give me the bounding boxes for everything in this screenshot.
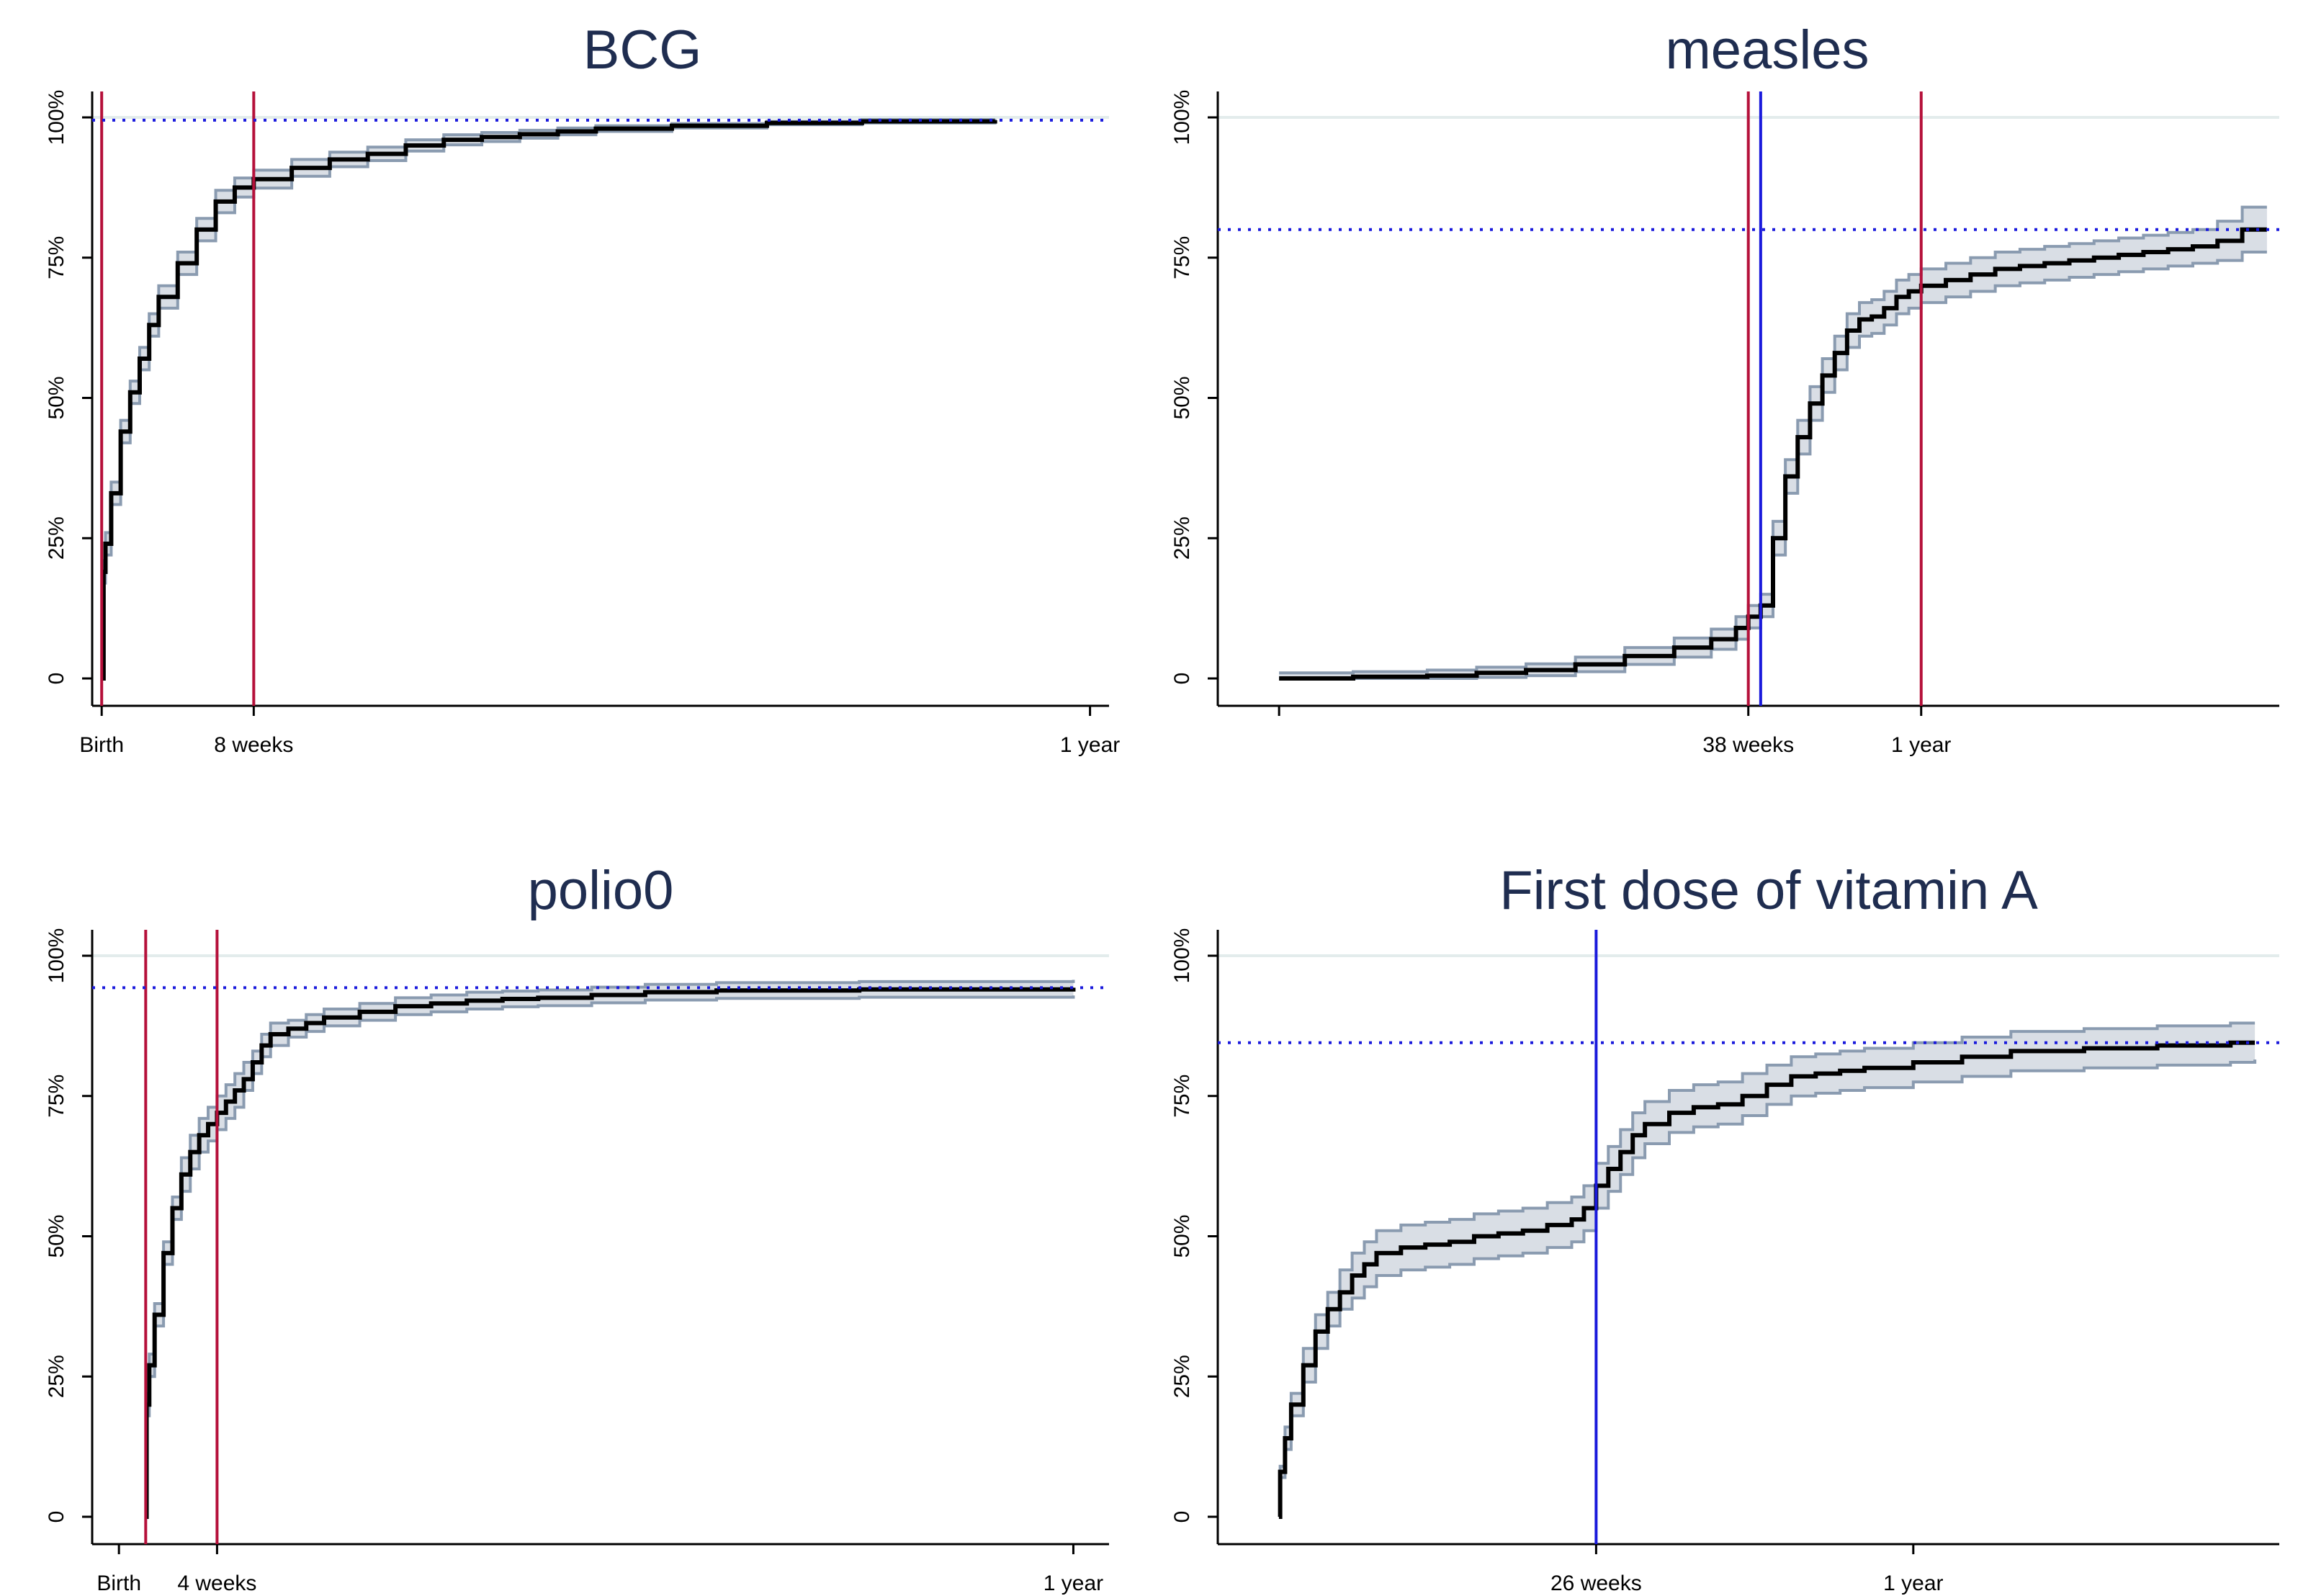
x-tick-label: 1 year: [1883, 1572, 1943, 1595]
y-tick-label: 100%: [1170, 928, 1194, 984]
coverage-line: [1279, 227, 2267, 681]
ci-lower-line: [102, 121, 997, 680]
y-tick-label: 100%: [45, 90, 68, 145]
panel-bcg: 0 25% 50% 75% 100% Birth 8 weeks 1 year BCG: [45, 19, 1120, 757]
y-tick-label: 75%: [1170, 1075, 1194, 1118]
y-tick-label: 25%: [1170, 1355, 1194, 1398]
y-tick-label: 25%: [45, 1355, 68, 1398]
y-tick-label: 25%: [1170, 516, 1194, 560]
x-tick-label: Birth: [96, 1572, 141, 1595]
panel-polio0: 0 25% 50% 75% 100% Birth 4 weeks 1 year polio0: [45, 860, 1109, 1595]
y-tick-label: 75%: [45, 236, 68, 279]
ci-lower-line: [1279, 250, 2267, 680]
coverage-line: [144, 987, 1076, 1519]
x-tick-label: 8 weeks: [214, 733, 293, 757]
ci-band: [145, 979, 1074, 1517]
x-tick-label: Birth: [79, 733, 124, 757]
x-tick-label: 38 weeks: [1702, 733, 1794, 757]
y-tick-label: 0: [1170, 1511, 1194, 1523]
y-tick-label: 0: [45, 673, 68, 685]
panel-title: polio0: [528, 860, 674, 921]
y-tick-label: 25%: [45, 516, 68, 560]
x-tick-label: 4 weeks: [177, 1572, 256, 1595]
y-tick-label: 0: [45, 1511, 68, 1523]
panel-title: measles: [1666, 19, 1870, 81]
panel-measles: 0 25% 50% 75% 100% 38 weeks 1 year measles: [1170, 19, 2279, 757]
y-tick-label: 50%: [45, 376, 68, 419]
ci-lower-line: [145, 995, 1075, 1518]
panel-title: BCG: [583, 19, 702, 81]
panel-title: First dose of vitamin A: [1499, 860, 2038, 921]
ci-upper-line: [1279, 205, 2267, 675]
ci-band: [1279, 207, 2267, 679]
y-tick-label: 50%: [1170, 1214, 1194, 1257]
panel-vitamin-a: 0 25% 50% 75% 100% 26 weeks 1 year First dose o…: [1170, 860, 2279, 1595]
y-tick-label: 75%: [1170, 236, 1194, 279]
y-tick-label: 75%: [45, 1075, 68, 1118]
ci-lower-line: [1278, 1059, 2257, 1518]
y-tick-label: 50%: [1170, 376, 1194, 419]
ci-upper-line: [145, 979, 1075, 1518]
y-tick-label: 100%: [45, 928, 68, 984]
x-tick-label: 1 year: [1043, 1572, 1103, 1595]
y-tick-label: 50%: [45, 1214, 68, 1257]
x-tick-label: 1 year: [1891, 733, 1951, 757]
x-tick-label: 26 weeks: [1550, 1572, 1642, 1595]
y-tick-label: 0: [1170, 673, 1194, 685]
y-tick-label: 100%: [1170, 90, 1194, 145]
x-tick-label: 1 year: [1060, 733, 1120, 757]
